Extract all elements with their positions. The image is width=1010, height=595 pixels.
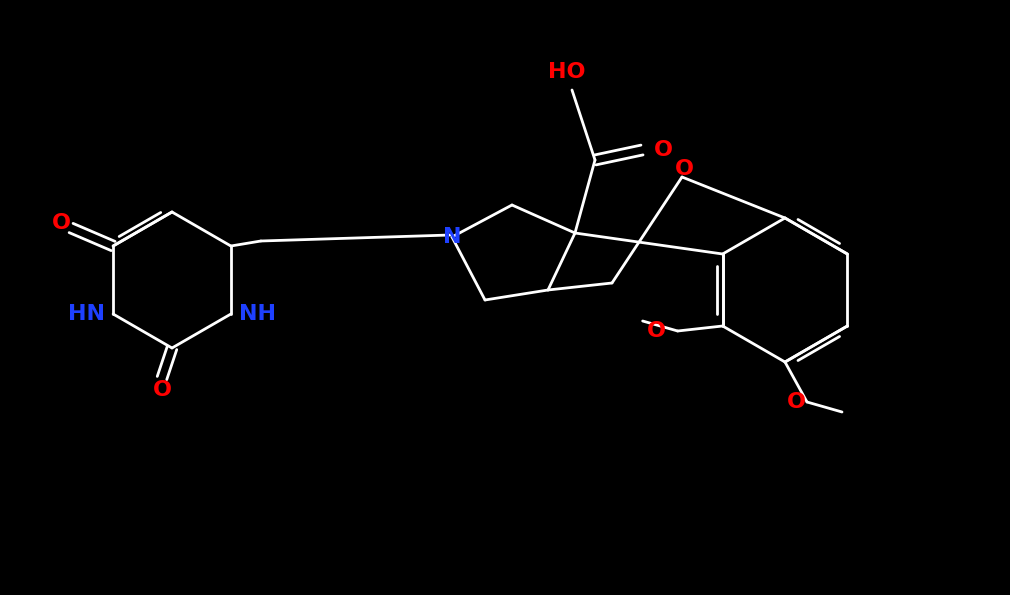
Text: O: O <box>52 213 71 233</box>
Text: HO: HO <box>548 62 586 82</box>
Text: O: O <box>675 159 694 179</box>
Text: O: O <box>646 321 666 341</box>
Text: O: O <box>654 140 673 160</box>
Text: O: O <box>787 392 806 412</box>
Text: HN: HN <box>68 304 105 324</box>
Text: N: N <box>442 227 462 247</box>
Text: NH: NH <box>239 304 276 324</box>
Text: O: O <box>153 380 172 400</box>
